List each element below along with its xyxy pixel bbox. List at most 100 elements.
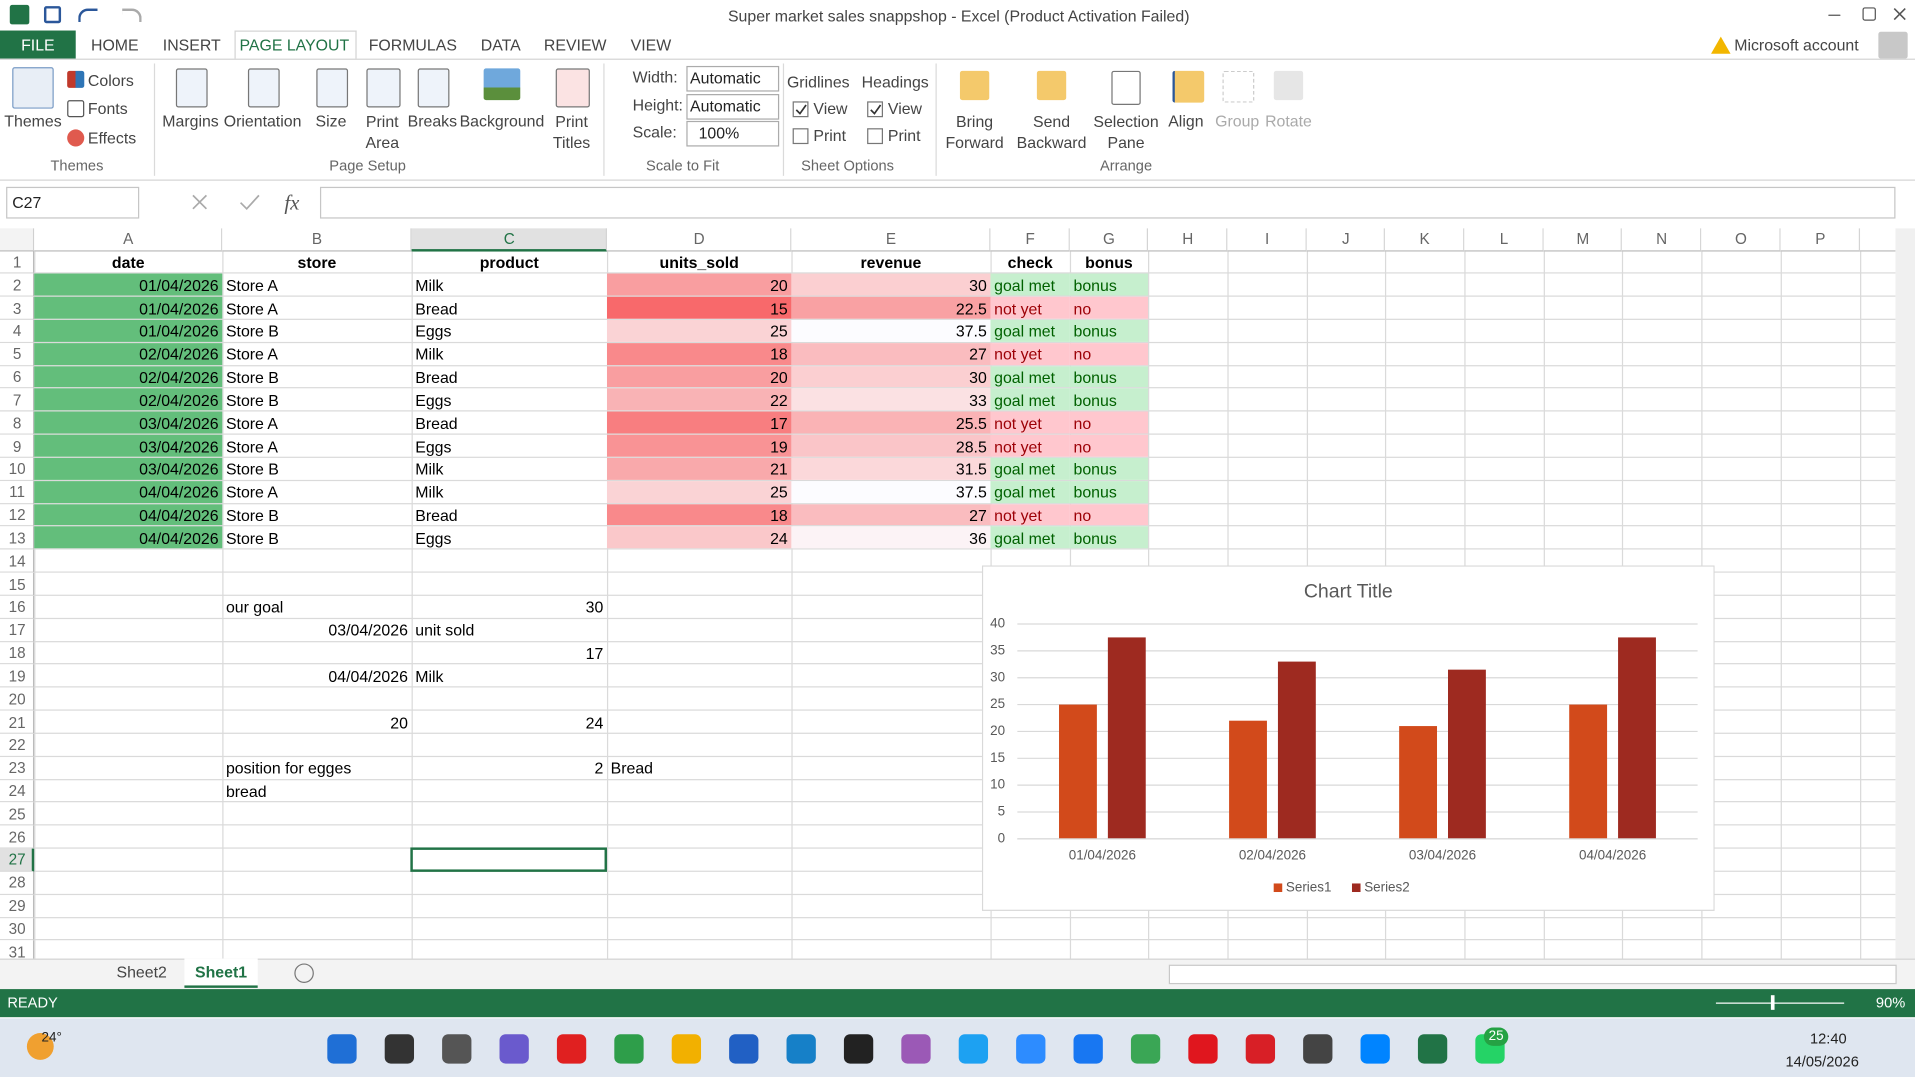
row-header[interactable] <box>0 549 35 573</box>
scale-spinner[interactable] <box>686 120 780 147</box>
ribbon-tab[interactable]: HOME <box>90 36 139 55</box>
cell[interactable]: 30 <box>969 276 987 295</box>
cell[interactable]: Store A <box>225 437 279 456</box>
taskbar-app[interactable] <box>958 1034 989 1064</box>
column-header[interactable] <box>411 228 607 251</box>
cell[interactable]: 04/04/2026 <box>139 483 219 502</box>
row-header[interactable] <box>0 894 35 918</box>
cell[interactable]: Eggs <box>415 529 452 548</box>
cell[interactable]: goal met <box>994 529 1056 548</box>
taskbar-app[interactable] <box>384 1034 415 1064</box>
cell[interactable]: Eggs <box>415 322 452 341</box>
cell[interactable]: 04/04/2026 <box>328 667 408 686</box>
cell[interactable]: Milk <box>415 276 444 295</box>
cell[interactable]: Bread <box>415 414 458 433</box>
align-button[interactable]: Align <box>1168 111 1204 131</box>
ribbon-tab[interactable]: DATA <box>480 36 521 55</box>
cell[interactable]: Store A <box>225 299 279 318</box>
cell[interactable]: store <box>297 253 337 272</box>
cell[interactable]: 01/04/2026 <box>139 322 219 341</box>
cell[interactable]: 01/04/2026 <box>139 299 219 318</box>
cell[interactable]: 24 <box>770 529 788 548</box>
cell[interactable]: Milk <box>415 345 444 364</box>
ribbon-tab[interactable]: PAGE LAYOUT <box>239 36 350 55</box>
cell[interactable]: Store B <box>225 391 279 410</box>
row-header[interactable] <box>0 319 35 343</box>
taskbar-app[interactable] <box>1360 1034 1390 1064</box>
cell[interactable]: position for egges <box>225 759 352 778</box>
cell[interactable]: 27 <box>969 506 987 525</box>
cell[interactable]: bonus <box>1073 483 1117 502</box>
taskbar-app[interactable] <box>614 1034 644 1064</box>
orientation-button[interactable]: Orientation <box>223 111 302 131</box>
cell[interactable]: 18 <box>770 506 788 525</box>
cell[interactable]: Store A <box>225 276 279 295</box>
close-button[interactable] <box>1893 7 1906 21</box>
cell[interactable]: bonus <box>1073 529 1117 548</box>
themes-icon[interactable] <box>12 67 54 109</box>
cell[interactable]: 33 <box>969 391 987 410</box>
ribbon-tab[interactable]: FORMULAS <box>368 36 457 55</box>
cell[interactable]: Milk <box>415 483 444 502</box>
row-header[interactable] <box>0 779 35 803</box>
cell[interactable]: 20 <box>390 713 408 732</box>
minimize-button[interactable] <box>1828 14 1841 16</box>
taskbar-app[interactable] <box>671 1034 702 1064</box>
cell[interactable]: 2 <box>594 759 604 778</box>
height-dropdown[interactable] <box>686 94 780 120</box>
cell[interactable]: 20 <box>770 368 788 387</box>
cell[interactable]: Store A <box>225 414 279 433</box>
row-header[interactable] <box>0 503 35 527</box>
row-header[interactable] <box>0 526 35 550</box>
fonts-button[interactable]: Fonts <box>87 99 128 118</box>
undo-button[interactable] <box>78 8 98 22</box>
cell[interactable]: 18 <box>770 345 788 364</box>
cell[interactable]: Milk <box>415 460 444 479</box>
cell[interactable]: 37.5 <box>955 483 987 502</box>
save-button[interactable] <box>43 6 62 24</box>
cell[interactable]: Store A <box>225 483 279 502</box>
cell[interactable]: 30 <box>969 368 987 387</box>
cell[interactable]: not yet <box>994 414 1042 433</box>
row-header[interactable] <box>0 273 35 297</box>
taskbar-app[interactable] <box>1303 1034 1333 1064</box>
taskbar-app[interactable] <box>1130 1034 1161 1064</box>
cell[interactable]: not yet <box>994 506 1042 525</box>
breaks-button[interactable]: Breaks <box>407 111 458 131</box>
row-header[interactable] <box>0 917 35 941</box>
cell[interactable]: 04/04/2026 <box>139 529 219 548</box>
cell[interactable]: goal met <box>994 322 1056 341</box>
cell[interactable]: goal met <box>994 276 1056 295</box>
zoom-slider[interactable] <box>1715 1002 1845 1004</box>
row-header[interactable] <box>0 411 35 435</box>
cell[interactable]: 03/04/2026 <box>139 460 219 479</box>
taskbar-app[interactable] <box>1188 1034 1218 1064</box>
column-header[interactable] <box>791 228 991 251</box>
row-header[interactable] <box>0 618 35 642</box>
print-titles-button[interactable]: Print Titles <box>552 112 591 152</box>
file-tab-bg[interactable] <box>0 30 76 60</box>
formula-input[interactable] <box>319 186 1896 219</box>
row-header[interactable] <box>0 595 35 619</box>
row-header[interactable] <box>0 710 35 734</box>
row-header[interactable] <box>0 296 35 320</box>
cell[interactable]: revenue <box>860 253 922 272</box>
cell[interactable]: bonus <box>1073 460 1117 479</box>
cell[interactable]: unit sold <box>415 621 475 640</box>
cell[interactable]: not yet <box>994 437 1042 456</box>
row-header[interactable] <box>0 756 35 780</box>
row-header[interactable] <box>0 250 35 274</box>
cell[interactable]: 37.5 <box>955 322 987 341</box>
account-name[interactable]: Microsoft account <box>1734 36 1859 55</box>
cell[interactable]: 02/04/2026 <box>139 345 219 364</box>
cell[interactable]: units_sold <box>659 253 739 272</box>
cell[interactable]: 30 <box>585 598 604 617</box>
cell[interactable]: bonus <box>1073 322 1117 341</box>
width-dropdown[interactable] <box>686 65 780 92</box>
taskbar-app[interactable] <box>556 1034 587 1064</box>
size-button[interactable]: Size <box>315 111 347 131</box>
cell[interactable]: not yet <box>994 299 1042 318</box>
column-header[interactable] <box>1543 228 1622 251</box>
gridlines-print-checkbox[interactable] <box>792 128 809 145</box>
cell[interactable]: 28.5 <box>955 437 987 456</box>
